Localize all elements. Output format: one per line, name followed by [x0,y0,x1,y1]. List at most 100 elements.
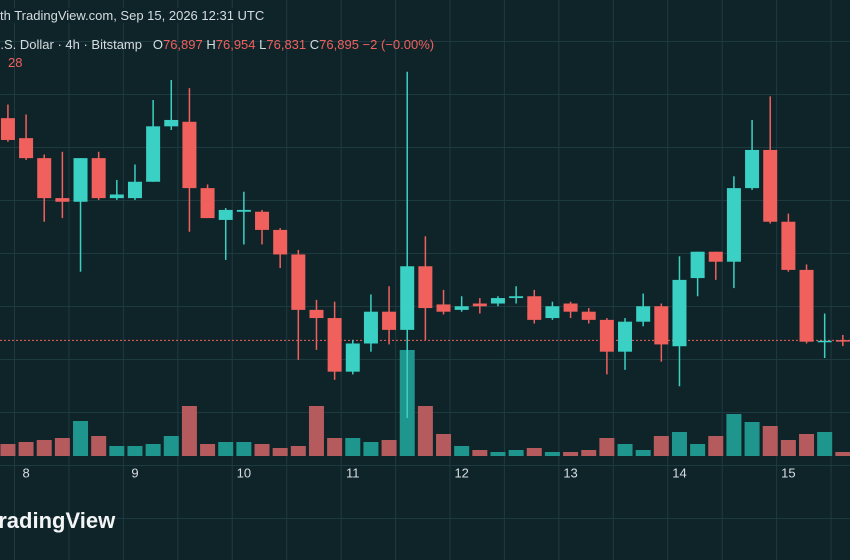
candle-body [73,158,88,202]
volume-bar [54,438,70,456]
volume-bar [254,444,270,456]
volume-bar [36,440,52,456]
volume-bar [127,446,143,456]
candle-body [708,251,723,262]
change: −2 (−0.00%) [362,37,435,52]
volume-bar [290,446,306,456]
candle-body [382,311,397,330]
candle-body [418,266,433,309]
candle-body [109,194,124,199]
candle-body [781,221,796,270]
candle-body [19,138,34,159]
volume-bar [581,450,597,456]
volume-bar [454,446,470,456]
candle-body [599,319,614,352]
candle-body [490,298,505,304]
candle-body [91,158,106,199]
candle-body [527,296,542,320]
candle-body [545,306,560,319]
volume-bar [526,448,542,456]
volume-bar [617,444,633,456]
candle-body [745,149,760,189]
candle-body [563,303,578,312]
volume-bar [635,450,651,456]
volume-bar [508,450,524,456]
volume-bar [308,406,324,456]
volume-bar [671,432,687,456]
volume-bar [490,452,506,456]
volume-bar [817,432,833,456]
candle-body [763,149,778,222]
x-tick-label: 14 [672,465,686,480]
volume-bar [563,452,579,456]
volume-bar [690,444,706,456]
candle-body [291,254,306,310]
candle-body [363,311,378,344]
x-tick-label: 8 [22,465,29,480]
candle-body [309,309,324,319]
volume-bar [327,438,343,456]
volume-bar [18,442,34,456]
volume-bar [91,436,107,456]
symbol: U.S. Dollar · 4h · Bitstamp [0,37,142,52]
open-value: 76,897 [162,37,203,52]
volume-bar [544,452,560,456]
candle-body [636,306,651,322]
candle-body [436,304,451,312]
volume-bar [181,406,197,456]
x-tick-label: 9 [131,465,138,480]
indicator-value: 28 [8,55,23,70]
open-label: O [152,37,163,52]
x-tick-label: 11 [346,465,360,480]
candle-body [55,198,70,202]
candle-body [581,311,596,320]
candle-body [200,188,215,219]
candle-body [182,121,197,189]
low-value: 76,831 [266,37,307,52]
x-tick-label: 13 [563,465,577,480]
low-label: L [259,37,267,52]
candle-body [454,306,469,310]
candle-body [472,303,487,307]
volume-bar [345,438,361,456]
high-label: H [206,37,216,52]
close-value: 76,895 [319,37,359,52]
volume-bar [73,421,89,456]
candle-body [164,119,179,127]
x-tick-label: 15 [781,465,795,480]
volume-bar [363,442,379,456]
candle-body [726,188,741,262]
volume-bar [163,436,179,456]
x-tick-label: 10 [237,465,251,480]
candle-body [672,279,687,347]
candle-body [37,158,52,199]
candle-body [255,211,270,230]
volume-bar [799,434,815,456]
volume-bar [653,436,669,456]
high-value: 76,954 [215,37,256,52]
volume-bar [145,444,161,456]
candle-body [273,229,288,255]
volume-bar [780,440,796,456]
volume-bar [726,414,742,456]
candle-body [654,306,669,345]
candle-body [327,318,342,372]
logo: TradingView [0,508,116,533]
volume-bar [708,436,724,456]
candle-body [127,181,142,199]
legend-line: U.S. Dollar · 4h · Bitstamp O76,897 H76,… [0,37,434,52]
volume-bar [762,426,778,456]
volume-bar [272,448,288,456]
close-label: C [309,37,320,52]
candle-body [835,340,850,342]
volume-bar [236,442,252,456]
candle-body [618,321,633,352]
candle-body [345,343,360,372]
volume-bar [599,438,615,456]
candle-body [799,269,814,342]
volume-bar [417,406,433,456]
volume-bar [472,450,488,456]
x-tick-label: 12 [454,465,468,480]
